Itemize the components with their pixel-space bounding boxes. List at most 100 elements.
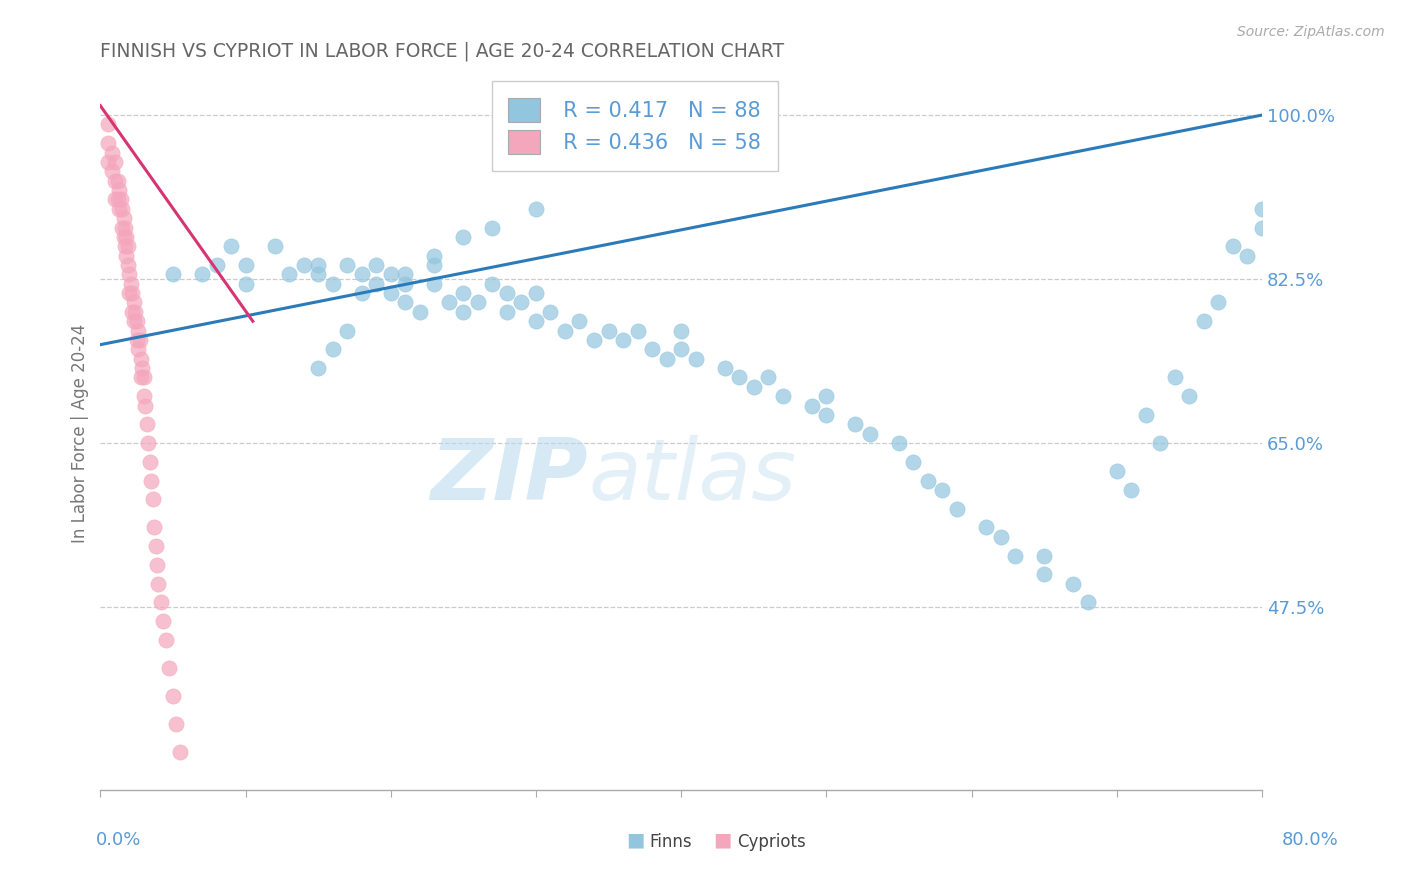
Point (132, 370, 155, 384)
Point (394, 268, 416, 282)
Point (117, 258, 139, 272)
Point (235, 258, 257, 272)
Point (1121, 483, 1143, 497)
Point (467, 295, 489, 310)
Point (453, 305, 475, 319)
Point (1208, 295, 1230, 310)
Point (120, 277, 142, 291)
Point (336, 258, 359, 272)
Point (307, 361, 329, 376)
Point (974, 520, 997, 534)
Point (394, 277, 416, 291)
Point (114, 239, 136, 253)
Point (145, 539, 167, 553)
Point (496, 286, 519, 301)
Point (815, 408, 838, 422)
Point (205, 258, 228, 272)
Point (152, 614, 174, 628)
Point (524, 286, 547, 301)
Text: Cypriots: Cypriots (737, 833, 806, 851)
Point (946, 501, 969, 516)
Point (481, 220, 503, 235)
Point (108, 183, 131, 197)
Point (121, 286, 143, 301)
Point (155, 632, 177, 647)
Point (125, 333, 148, 347)
Point (322, 343, 344, 357)
Text: atlas: atlas (588, 435, 796, 518)
Point (148, 576, 170, 591)
Point (554, 324, 576, 338)
Point (129, 370, 152, 384)
Point (366, 277, 388, 291)
Point (350, 286, 373, 301)
Point (887, 436, 910, 450)
Point (115, 249, 138, 263)
Point (1236, 249, 1258, 263)
Point (423, 258, 446, 272)
Point (131, 361, 153, 376)
Point (655, 351, 678, 366)
Point (125, 314, 148, 328)
Point (641, 343, 664, 357)
Point (350, 268, 373, 282)
Point (772, 389, 794, 403)
Point (568, 314, 591, 328)
Point (118, 268, 141, 282)
Point (146, 558, 169, 572)
Point (112, 230, 135, 244)
Point (122, 314, 145, 328)
Point (1033, 549, 1056, 563)
Text: Source: ZipAtlas.com: Source: ZipAtlas.com (1237, 25, 1385, 39)
Point (423, 277, 446, 291)
Text: Finns: Finns (650, 833, 692, 851)
Point (278, 268, 301, 282)
Point (143, 520, 166, 534)
Point (1033, 567, 1056, 582)
Point (1004, 549, 1026, 563)
Point (394, 295, 416, 310)
Text: ■: ■ (626, 830, 645, 849)
Point (128, 333, 150, 347)
Point (859, 426, 882, 441)
Point (110, 193, 132, 207)
Point (1192, 314, 1215, 328)
Point (142, 492, 165, 507)
Point (669, 343, 692, 357)
Point (800, 399, 823, 413)
Point (107, 174, 129, 188)
Point (626, 324, 648, 338)
Point (322, 277, 344, 291)
Text: 0.0%: 0.0% (96, 831, 141, 849)
Point (1222, 239, 1244, 253)
Point (612, 333, 634, 347)
Text: ZIP: ZIP (430, 435, 588, 518)
Legend:   R = 0.417   N = 88,   R = 0.436   N = 58: R = 0.417 N = 88, R = 0.436 N = 58 (492, 81, 778, 170)
Point (582, 333, 605, 347)
Point (598, 324, 620, 338)
Point (1062, 576, 1084, 591)
Point (510, 295, 533, 310)
Point (104, 155, 127, 169)
Point (524, 202, 547, 216)
Point (124, 305, 146, 319)
Point (118, 286, 141, 301)
Point (380, 286, 402, 301)
Point (129, 351, 152, 366)
Point (165, 717, 187, 731)
Point (97, 155, 120, 169)
Point (101, 145, 124, 160)
Point (191, 268, 214, 282)
Point (669, 324, 692, 338)
Point (114, 220, 136, 235)
Point (141, 474, 163, 488)
Point (990, 530, 1012, 544)
Point (844, 417, 866, 432)
Point (219, 239, 242, 253)
Point (115, 230, 138, 244)
Point (307, 258, 329, 272)
Point (111, 220, 134, 235)
Point (263, 239, 285, 253)
Point (524, 314, 547, 328)
Point (122, 295, 145, 310)
